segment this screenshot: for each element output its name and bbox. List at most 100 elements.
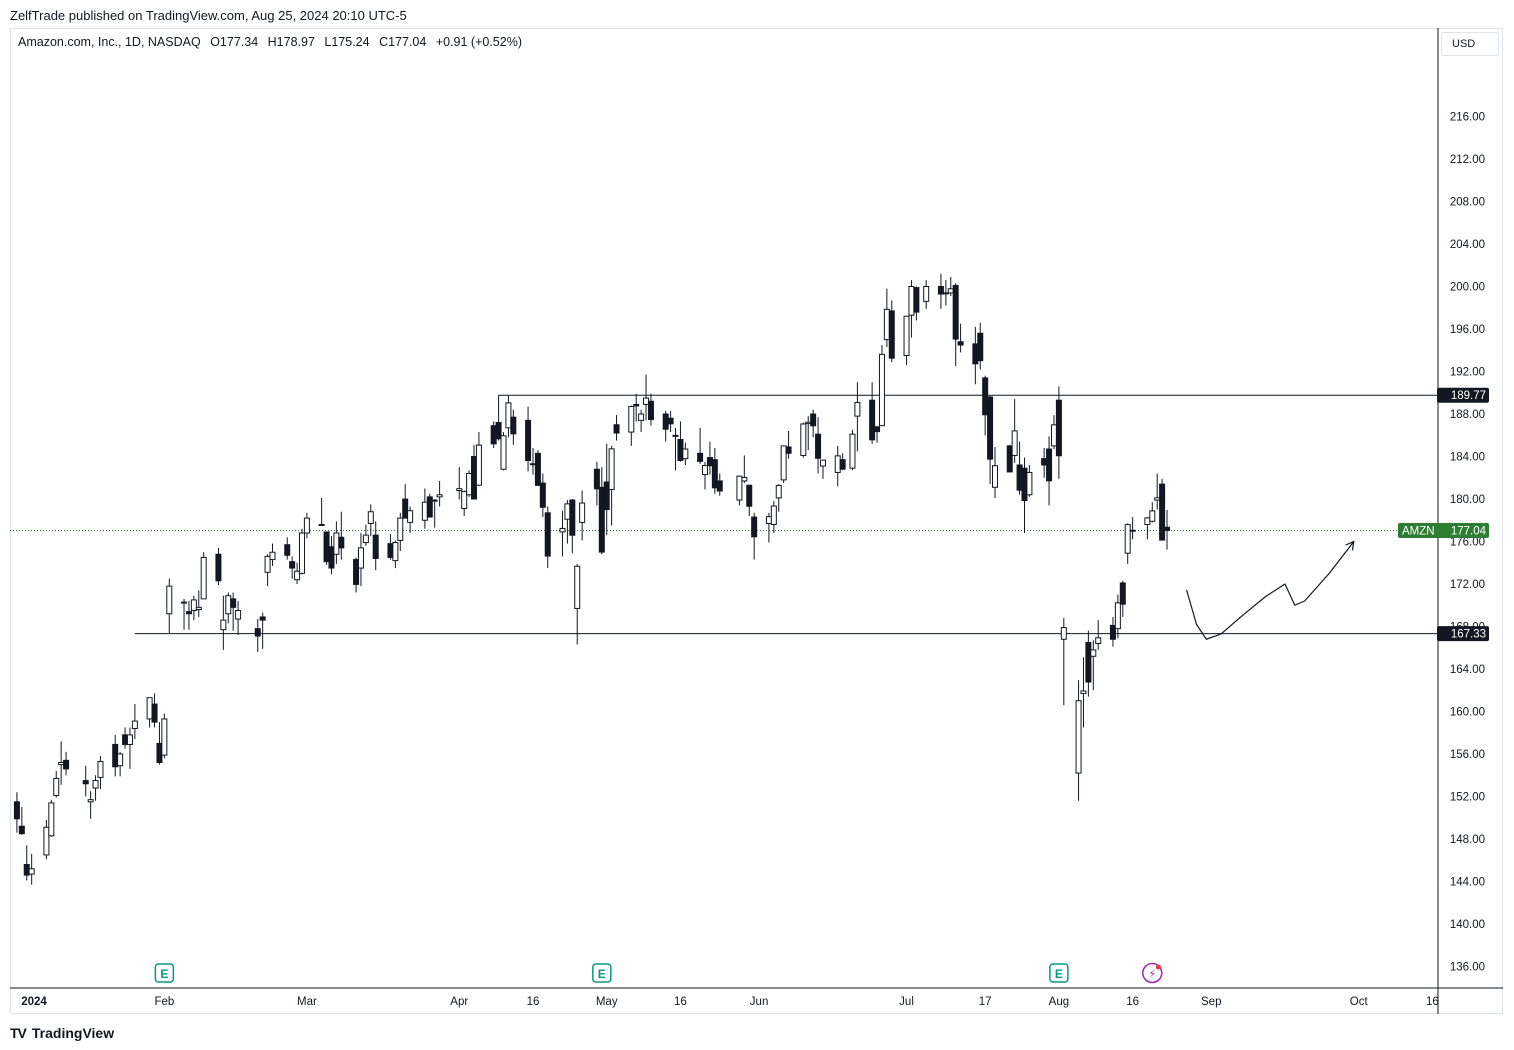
- candle-body-down: [633, 403, 640, 407]
- candle-body-up: [161, 718, 168, 756]
- candle: [122, 727, 129, 749]
- time-tick-label: 17: [979, 996, 992, 1008]
- candle: [161, 713, 168, 759]
- candle: [888, 300, 895, 362]
- candle: [736, 475, 743, 506]
- candle: [1050, 415, 1057, 450]
- candle: [987, 395, 994, 485]
- candle-body-up: [608, 448, 615, 490]
- candle: [977, 322, 984, 370]
- candle: [387, 534, 394, 560]
- candle: [1041, 448, 1048, 478]
- candle: [471, 444, 478, 500]
- price-tick-label: 148.00: [1450, 834, 1485, 846]
- candle-body-up: [883, 308, 890, 341]
- candle-body-up: [1114, 602, 1121, 630]
- candle: [431, 499, 438, 528]
- tradingview-brand[interactable]: TV TradingView: [10, 1025, 114, 1041]
- candle: [294, 562, 301, 584]
- candle-body-down: [716, 480, 723, 492]
- candle-body-down: [1055, 399, 1062, 457]
- candle: [1149, 502, 1156, 523]
- time-tick-label: Apr: [450, 996, 468, 1008]
- candle-body-down: [751, 516, 758, 538]
- level-price-label: 167.33: [1451, 629, 1486, 641]
- price-tick-label: 140.00: [1450, 919, 1485, 931]
- candle-body-up: [702, 465, 709, 476]
- price-tick-label: 208.00: [1450, 197, 1485, 209]
- candle-body-up: [318, 524, 325, 527]
- earnings-icon: E: [154, 963, 175, 983]
- chart-frame: [10, 28, 1503, 1014]
- candle-body-down: [647, 400, 654, 421]
- candle: [151, 693, 158, 728]
- candle-body-up: [97, 760, 104, 778]
- candle: [126, 727, 133, 769]
- candle: [957, 323, 964, 353]
- candle: [1109, 616, 1116, 647]
- candle: [63, 751, 70, 776]
- candle-body-up: [741, 477, 748, 482]
- candle-body-up: [190, 599, 197, 612]
- candle: [259, 612, 266, 649]
- price-tick-label: 160.00: [1450, 707, 1485, 719]
- candle: [633, 393, 640, 422]
- candle-body-down: [1109, 624, 1116, 640]
- candle-body-up: [294, 570, 301, 581]
- candle-body-up: [736, 475, 743, 501]
- candle-body-up: [775, 484, 782, 499]
- candle: [475, 432, 482, 487]
- candle-body-up: [628, 406, 635, 433]
- candle: [421, 488, 428, 529]
- price-tick-label: 204.00: [1450, 239, 1485, 251]
- candle: [780, 445, 787, 484]
- symbol-name[interactable]: Amazon.com, Inc., 1D, NASDAQ: [18, 35, 201, 49]
- candle: [195, 590, 202, 617]
- candle: [1154, 473, 1161, 510]
- candle: [1011, 399, 1018, 463]
- price-tick-label: 216.00: [1450, 112, 1485, 124]
- candle-body-up: [28, 868, 35, 875]
- candle: [638, 409, 645, 433]
- candle-body-up: [765, 516, 772, 524]
- candle: [23, 845, 30, 881]
- currency-button[interactable]: USD: [1441, 32, 1499, 56]
- candle: [466, 470, 473, 497]
- candle-body-up: [1026, 471, 1033, 496]
- candle: [333, 521, 340, 564]
- candle-body-down: [1164, 526, 1171, 531]
- candle-body-up: [505, 402, 512, 429]
- candle: [598, 467, 605, 555]
- candle-body-down: [215, 553, 222, 582]
- candle: [181, 598, 188, 630]
- candle: [593, 461, 600, 506]
- candle: [53, 771, 60, 798]
- candle-body-down: [259, 616, 266, 621]
- candle: [510, 409, 517, 445]
- candle: [903, 315, 910, 366]
- candle-body-up: [421, 501, 428, 521]
- candle: [490, 421, 497, 448]
- candle: [436, 480, 443, 507]
- candle-body-down: [869, 399, 876, 441]
- candle-body-down: [603, 481, 610, 511]
- candle: [839, 453, 846, 471]
- candle: [367, 504, 374, 537]
- candle: [923, 280, 930, 309]
- candle-body-up: [1075, 700, 1082, 774]
- candle: [1046, 436, 1053, 506]
- candle: [82, 765, 89, 797]
- candle: [1095, 620, 1102, 650]
- candle: [913, 286, 920, 321]
- candle-body-down: [525, 419, 532, 462]
- candle: [338, 511, 345, 560]
- earnings-icon-frame: [592, 963, 612, 983]
- candle-body-up: [529, 463, 536, 466]
- time-tick-label: Mar: [297, 996, 317, 1008]
- candle-body-up: [53, 777, 60, 796]
- candle: [613, 415, 620, 441]
- candle-body-up: [456, 488, 463, 492]
- candle: [495, 395, 502, 441]
- candle-body-up: [819, 459, 826, 467]
